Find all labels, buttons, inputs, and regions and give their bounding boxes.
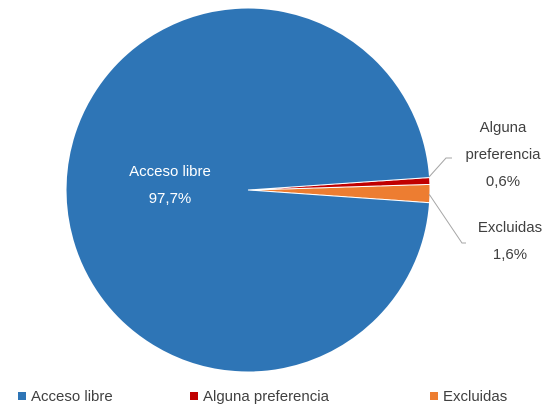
legend-label: Excluidas <box>443 388 507 405</box>
legend-label: Acceso libre <box>31 388 113 405</box>
label-category: Alguna preferencia <box>465 119 541 163</box>
leader-line <box>428 157 452 178</box>
legend-swatch <box>18 392 26 400</box>
label-category: Acceso libre <box>129 163 211 180</box>
label-value: 1,6% <box>492 246 528 263</box>
data-label: Excluidas 1,6% <box>460 214 560 268</box>
legend-swatch <box>190 392 198 400</box>
legend-label: Alguna preferencia <box>203 388 330 405</box>
leader-line <box>428 193 466 244</box>
data-label: Acceso libre 97,7% <box>100 158 240 212</box>
legend-swatch <box>430 392 438 400</box>
pie-slice <box>65 7 431 373</box>
data-label: Alguna preferencia 0,6% <box>448 114 558 195</box>
label-value: 97,7% <box>148 190 192 207</box>
label-category: Excluidas <box>477 219 543 236</box>
label-value: 0,6% <box>485 173 521 190</box>
